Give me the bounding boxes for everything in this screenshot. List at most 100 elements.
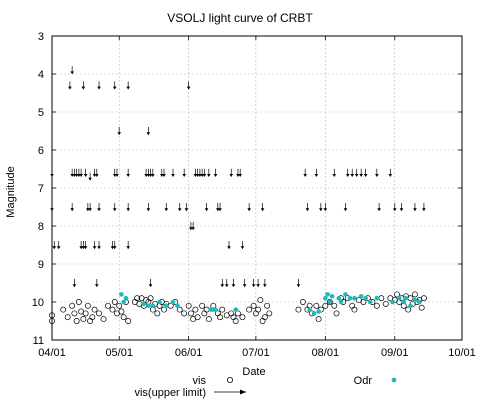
odr-point bbox=[408, 303, 413, 309]
y-tick-label: 9 bbox=[38, 259, 44, 271]
vis-point bbox=[315, 316, 322, 323]
odr-point bbox=[363, 295, 368, 301]
upper-limit-arrow bbox=[70, 203, 74, 212]
upper-limit-arrow bbox=[202, 168, 207, 177]
upper-limit-arrow bbox=[413, 203, 417, 212]
odr-point bbox=[213, 307, 218, 312]
odr-point bbox=[329, 294, 335, 299]
odr-point bbox=[396, 295, 402, 301]
vis-point bbox=[84, 302, 91, 309]
vis-point bbox=[322, 302, 329, 309]
odr-point bbox=[417, 299, 422, 305]
upper-limit-arrow bbox=[126, 168, 130, 177]
upper-limit-arrow bbox=[88, 203, 92, 212]
vis-point bbox=[105, 302, 111, 309]
vis-point bbox=[199, 302, 206, 309]
upper-limit-arrow bbox=[303, 168, 307, 177]
upper-limit-arrow bbox=[92, 168, 97, 177]
upper-limit-arrow bbox=[77, 168, 81, 177]
odr-point bbox=[146, 303, 151, 309]
vis-point bbox=[326, 299, 333, 305]
vis-point bbox=[228, 310, 235, 317]
vis-point bbox=[185, 302, 192, 309]
upper-limit-arrow bbox=[195, 168, 200, 177]
vis-point bbox=[201, 310, 208, 317]
vis-point bbox=[205, 316, 212, 323]
upper-limit-arrow bbox=[256, 279, 260, 288]
x-tick-label: 09/01 bbox=[381, 347, 409, 359]
legend-vis-label: vis bbox=[193, 375, 207, 387]
vis-point bbox=[360, 299, 367, 305]
upper-limit-arrow bbox=[95, 279, 99, 288]
upper-limit-arrow bbox=[260, 203, 265, 212]
upper-limit-arrow bbox=[193, 168, 198, 177]
upper-limit-arrow bbox=[332, 168, 337, 177]
upper-limit-arrow bbox=[399, 203, 404, 212]
upper-limit-arrow bbox=[70, 168, 74, 177]
upper-limit-arrow bbox=[263, 279, 267, 288]
vis-point bbox=[250, 302, 257, 309]
vis-point bbox=[109, 306, 116, 313]
upper-limit-arrow bbox=[148, 168, 153, 177]
upper-limit-arrow bbox=[375, 168, 379, 177]
upper-limit-arrow bbox=[345, 168, 350, 177]
x-tick-label: 04/01 bbox=[38, 347, 66, 359]
upper-limit-arrow bbox=[151, 168, 155, 177]
upper-limit-arrow bbox=[79, 241, 83, 250]
upper-limit-arrow bbox=[236, 168, 240, 177]
upper-limit-arrow bbox=[81, 241, 86, 250]
upper-limit-arrow bbox=[377, 203, 381, 212]
vis-point bbox=[187, 310, 194, 317]
vis-point bbox=[49, 318, 55, 324]
upper-limit-arrow bbox=[238, 168, 242, 177]
upper-limit-arrow bbox=[164, 203, 169, 212]
vis-point bbox=[60, 306, 67, 313]
vis-point bbox=[257, 297, 264, 304]
upper-limit-arrow bbox=[79, 168, 83, 177]
upper-limit-arrow bbox=[117, 127, 122, 136]
odr-point bbox=[374, 295, 380, 301]
legend-upper-label: vis(upper limit) bbox=[134, 387, 206, 399]
upper-limit-arrow bbox=[363, 168, 368, 177]
legend-upper-arrow-icon bbox=[214, 389, 246, 395]
chart-title: VSOLJ light curve of CRBT bbox=[167, 11, 313, 25]
vis-point bbox=[64, 314, 71, 321]
upper-limit-arrow bbox=[343, 203, 348, 212]
upper-limit-arrow bbox=[200, 168, 204, 177]
upper-limit-arrow bbox=[95, 168, 99, 177]
upper-limit-arrow bbox=[50, 203, 54, 212]
odr-point bbox=[170, 299, 176, 305]
upper-limit-arrow bbox=[198, 168, 202, 177]
vis-point bbox=[217, 314, 223, 321]
odr-point bbox=[352, 295, 357, 301]
y-tick-label: 7 bbox=[38, 183, 44, 195]
upper-limit-arrow bbox=[115, 168, 119, 177]
vis-point bbox=[80, 316, 87, 323]
y-tick-label: 3 bbox=[38, 31, 44, 43]
upper-limit-arrow bbox=[224, 279, 229, 288]
y-tick-label: 6 bbox=[38, 145, 44, 157]
vis-point bbox=[118, 308, 125, 315]
upper-limit-arrow bbox=[251, 279, 256, 288]
odr-point bbox=[141, 301, 147, 307]
upper-limit-arrow bbox=[319, 203, 323, 212]
vis-point bbox=[89, 314, 96, 321]
upper-limit-arrow bbox=[146, 168, 151, 177]
y-tick-label: 10 bbox=[32, 297, 44, 309]
odr-point bbox=[347, 295, 353, 301]
vis-point bbox=[333, 310, 340, 317]
vis-point bbox=[194, 314, 201, 321]
upper-limit-arrow bbox=[74, 168, 79, 177]
upper-limit-arrow bbox=[229, 168, 234, 177]
upper-limit-arrow bbox=[68, 81, 72, 90]
upper-limit-arrow bbox=[72, 279, 77, 288]
y-tick-label: 8 bbox=[38, 221, 44, 233]
odr-point bbox=[412, 297, 418, 303]
series-vis-upper-limit- bbox=[50, 66, 426, 288]
upper-limit-arrow bbox=[354, 168, 359, 177]
marks-layer bbox=[49, 66, 427, 324]
vis-point bbox=[235, 310, 241, 317]
upper-limit-arrow bbox=[126, 203, 130, 212]
upper-limit-arrow bbox=[50, 168, 54, 177]
